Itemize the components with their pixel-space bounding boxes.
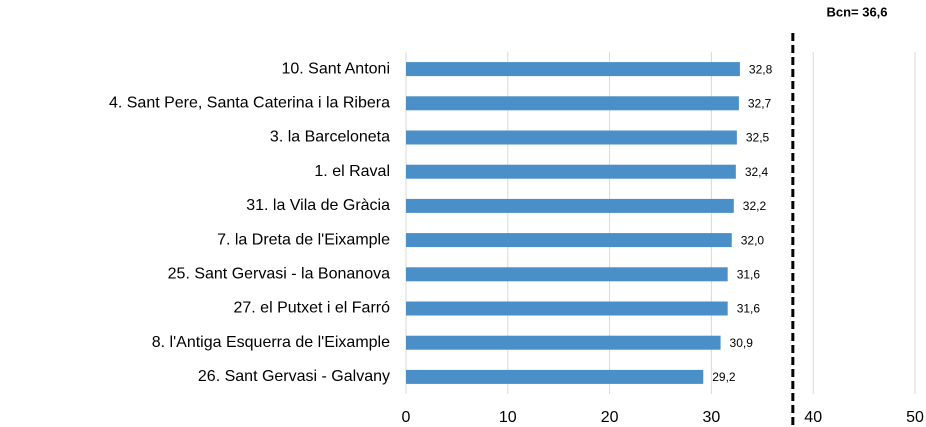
bar bbox=[406, 233, 732, 248]
value-label: 31,6 bbox=[737, 302, 761, 316]
category-label: 27. el Putxet i el Farró bbox=[233, 300, 390, 317]
x-tick-label: 20 bbox=[601, 409, 619, 426]
x-tick-label: 10 bbox=[499, 409, 517, 426]
category-label: 26. Sant Gervasi - Galvany bbox=[198, 368, 390, 385]
value-label: 29,2 bbox=[712, 370, 736, 384]
x-tick-label: 30 bbox=[703, 409, 721, 426]
category-label: 8. l'Antiga Esquerra de l'Eixample bbox=[152, 334, 390, 351]
value-label: 30,9 bbox=[730, 336, 754, 350]
category-label: 3. la Barceloneta bbox=[270, 129, 390, 146]
x-tick-label: 40 bbox=[804, 409, 822, 426]
x-tick-label: 50 bbox=[906, 409, 924, 426]
bar bbox=[406, 96, 739, 111]
category-label: 31. la Vila de Gràcia bbox=[246, 197, 390, 214]
bar bbox=[406, 335, 721, 350]
value-label: 32,0 bbox=[741, 233, 765, 247]
bar bbox=[406, 267, 728, 282]
category-label: 7. la Dreta de l'Eixample bbox=[217, 231, 390, 248]
x-tick-label: 0 bbox=[402, 409, 411, 426]
value-label: 31,6 bbox=[737, 267, 761, 281]
value-label: 32,8 bbox=[749, 62, 773, 76]
bar bbox=[406, 62, 740, 77]
bar bbox=[406, 301, 728, 316]
category-label: 1. el Raval bbox=[314, 163, 390, 180]
bar bbox=[406, 164, 736, 179]
bar bbox=[406, 369, 704, 384]
bar bbox=[406, 198, 734, 213]
category-label: 25. Sant Gervasi - la Bonanova bbox=[168, 266, 390, 283]
value-label: 32,7 bbox=[748, 96, 772, 110]
annotation: Bcn= 36,6 bbox=[826, 4, 887, 19]
value-label: 32,4 bbox=[745, 165, 769, 179]
value-label: 32,2 bbox=[743, 199, 767, 213]
category-label: 10. Sant Antoni bbox=[281, 60, 390, 77]
bar bbox=[406, 130, 737, 145]
category-label: 4. Sant Pere, Santa Caterina i la Ribera bbox=[109, 95, 390, 112]
value-label: 32,5 bbox=[746, 131, 770, 145]
